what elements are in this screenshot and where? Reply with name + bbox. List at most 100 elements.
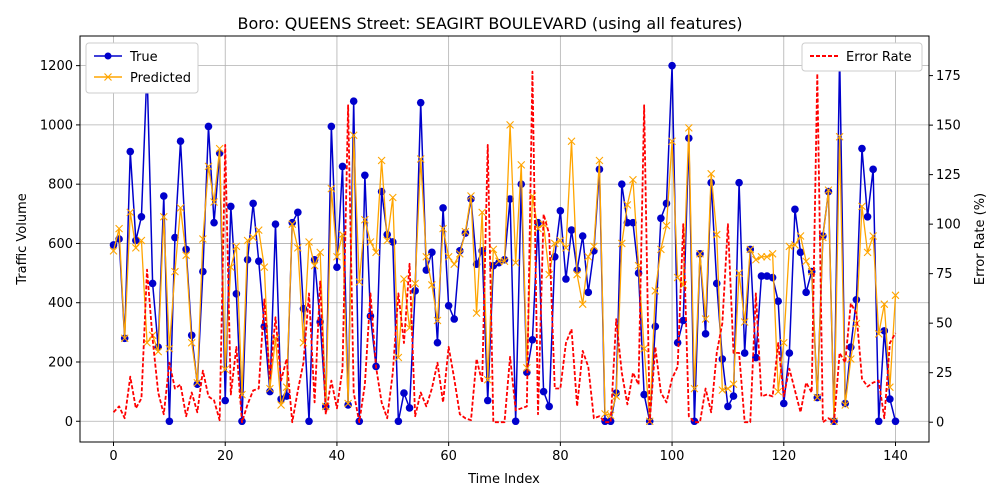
y-tick-label-left: 1200 [40, 59, 73, 74]
point-true [160, 192, 168, 200]
y-tick-label-left: 0 [65, 415, 73, 430]
y-axis-label-left: Traffic Volume [15, 193, 30, 286]
point-true [875, 417, 883, 425]
point-true [138, 213, 146, 221]
point-true [428, 249, 436, 257]
point-true [668, 62, 676, 70]
legend-label-predicted: Predicted [130, 71, 191, 86]
point-true [557, 207, 565, 215]
x-tick-label: 0 [109, 449, 117, 464]
point-true [389, 238, 397, 246]
point-true [568, 226, 576, 234]
point-true [858, 145, 866, 153]
point-true [741, 349, 749, 357]
point-true [439, 204, 447, 212]
point-true [618, 180, 626, 188]
point-true [177, 137, 185, 145]
y-tick-label-right: 175 [936, 69, 961, 84]
point-true [328, 123, 336, 131]
point-true [640, 391, 648, 399]
x-axis-label: Time Index [467, 472, 540, 487]
y-tick-label-left: 200 [48, 355, 73, 370]
point-true [780, 400, 788, 408]
point-true [774, 297, 782, 305]
point-true [791, 206, 799, 214]
x-tick-label: 60 [440, 449, 457, 464]
point-true [227, 203, 235, 211]
point-true [719, 355, 727, 363]
y-axis-label-right: Error Rate (%) [973, 193, 988, 285]
point-true [210, 219, 218, 227]
point-true [540, 388, 548, 396]
point-true [512, 417, 520, 425]
point-true [350, 97, 358, 105]
point-true [149, 280, 157, 288]
point-true [724, 403, 732, 411]
point-predicted [451, 261, 458, 268]
point-true [786, 349, 794, 357]
point-true [450, 315, 458, 323]
point-true [652, 323, 660, 331]
point-true [702, 330, 710, 338]
point-true [294, 209, 302, 217]
point-true [730, 392, 738, 400]
point-true [126, 148, 134, 156]
y-tick-label-right: 25 [936, 366, 953, 381]
point-true [305, 417, 313, 425]
point-true [529, 336, 537, 344]
x-tick-label: 140 [883, 449, 908, 464]
legend-left: True Predicted [86, 43, 198, 93]
point-true [579, 232, 587, 240]
point-true [584, 289, 592, 297]
point-true [864, 213, 872, 221]
legend-marker-true [105, 53, 112, 60]
point-true [445, 302, 453, 310]
y-tick-label-left: 800 [48, 178, 73, 193]
x-tick-label: 40 [329, 449, 346, 464]
point-true [713, 280, 721, 288]
x-tick-label: 120 [771, 449, 796, 464]
legend-label-true: True [129, 50, 158, 65]
y-tick-label-right: 100 [936, 218, 961, 233]
x-tick-label: 20 [217, 449, 234, 464]
point-true [545, 403, 553, 411]
point-true [339, 163, 347, 171]
point-true [735, 179, 743, 187]
y-tick-label-right: 50 [936, 317, 953, 332]
point-true [892, 417, 900, 425]
point-true [562, 275, 570, 283]
point-true [434, 339, 442, 347]
y-tick-label-left: 600 [48, 237, 73, 252]
point-true [333, 263, 341, 271]
point-true [769, 274, 777, 282]
point-true [417, 99, 425, 107]
point-true [233, 290, 241, 298]
x-tick-label: 80 [552, 449, 569, 464]
point-true [657, 214, 665, 222]
point-true [663, 200, 671, 208]
point-true [199, 268, 207, 276]
point-true [400, 389, 408, 397]
series-layer [110, 50, 900, 425]
point-true [406, 404, 414, 412]
point-true [221, 397, 229, 405]
legend-label-error: Error Rate [846, 50, 912, 65]
point-true [869, 166, 877, 174]
point-true [166, 417, 174, 425]
chart-title: Boro: QUEENS Street: SEAGIRT BOULEVARD (… [237, 14, 742, 33]
x-tick-label: 100 [660, 449, 685, 464]
y-tick-label-right: 125 [936, 168, 961, 183]
point-true [886, 395, 894, 403]
y-tick-label-left: 400 [48, 296, 73, 311]
point-true [395, 417, 403, 425]
y-tick-label-right: 75 [936, 267, 953, 282]
point-true [249, 200, 257, 208]
point-true [272, 220, 280, 228]
y-tick-label-right: 150 [936, 119, 961, 134]
point-true [853, 296, 861, 304]
point-true [205, 123, 213, 131]
point-true [802, 289, 810, 297]
point-true [484, 397, 492, 405]
